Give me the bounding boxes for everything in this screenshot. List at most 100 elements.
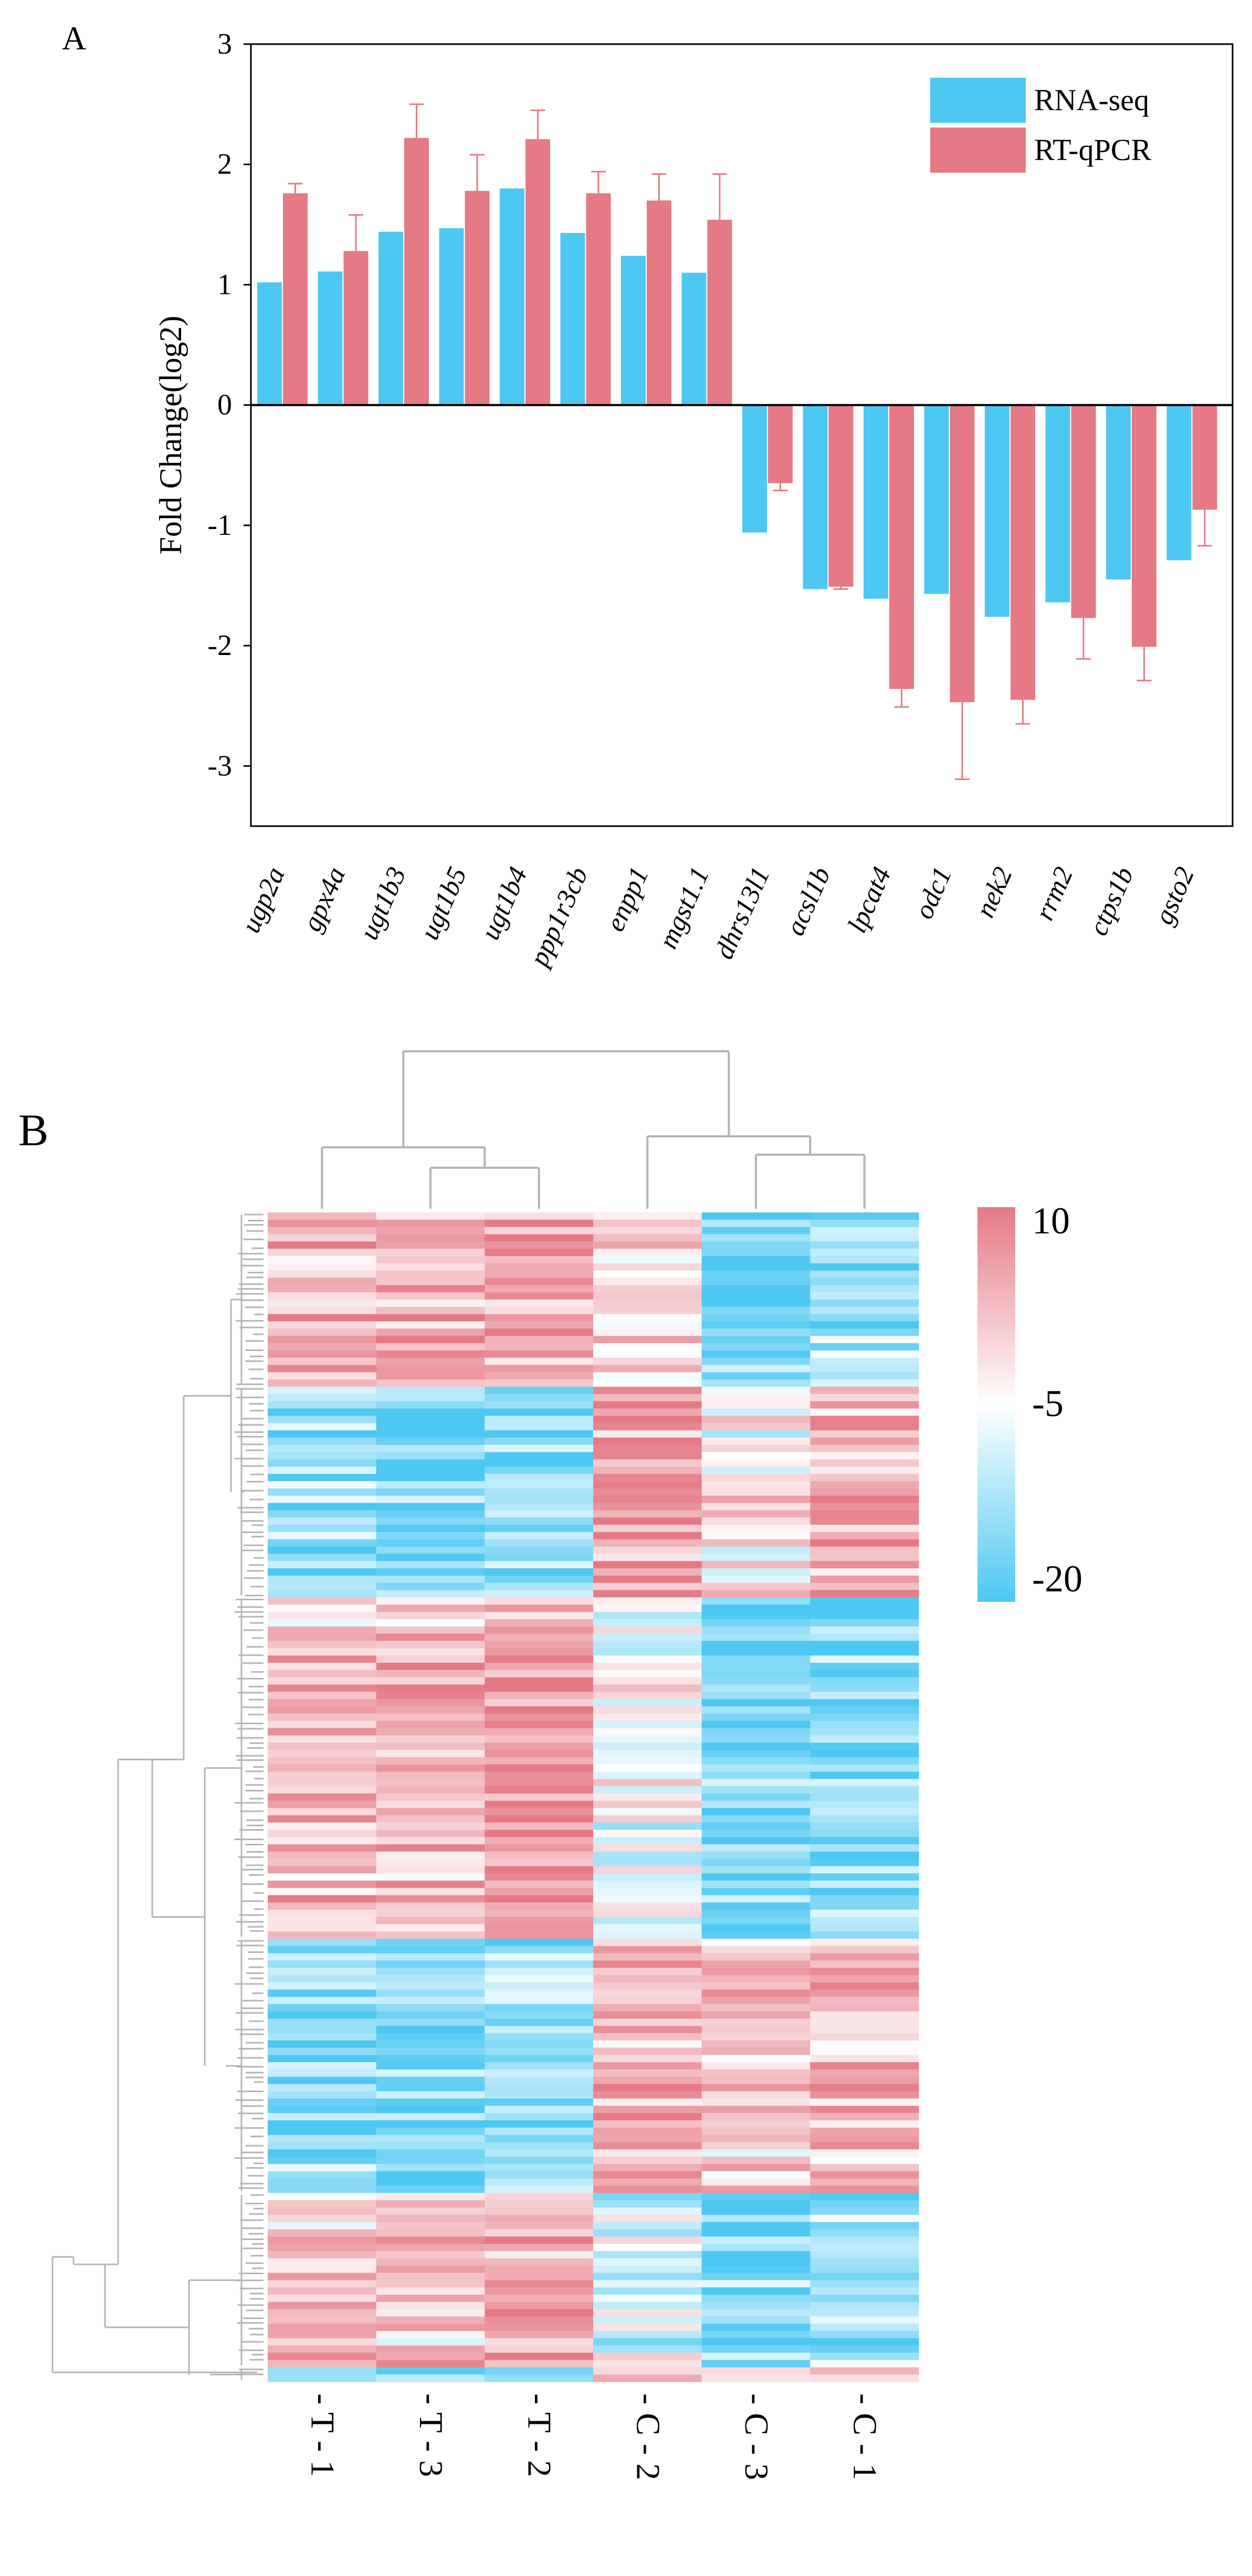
heatmap-cell	[376, 1771, 485, 1780]
heatmap-cell	[701, 1699, 811, 1707]
heatmap-cell	[810, 1975, 919, 1983]
heatmap-cell	[593, 1227, 702, 1235]
heatmap-cell	[701, 1597, 811, 1605]
heatmap-cell	[701, 1887, 811, 1896]
heatmap-cell	[810, 1393, 919, 1402]
heatmap-cell	[593, 1554, 702, 1561]
heatmap-cell	[485, 1423, 594, 1431]
heatmap-cell	[376, 1278, 485, 1285]
heatmap-cell	[810, 1401, 919, 1409]
heatmap-cell	[810, 1655, 919, 1663]
bar-rt-qpcr-ctps1b	[1132, 405, 1156, 647]
heatmap-cell	[376, 2309, 485, 2317]
heatmap-cell	[268, 1851, 377, 1860]
heatmap-cell	[701, 2236, 811, 2244]
heatmap-cell	[593, 2025, 702, 2034]
heatmap-cell	[268, 1692, 377, 1699]
heatmap-cell	[376, 1444, 485, 1453]
heatmap-cell	[701, 1720, 811, 1729]
heatmap-cell	[593, 1684, 702, 1692]
heatmap-cell	[593, 1568, 702, 1576]
heatmap-cell	[376, 1561, 485, 1569]
heatmap-cell	[810, 2265, 919, 2274]
heatmap-cell	[485, 1851, 594, 1860]
heatmap-cell	[376, 1343, 485, 1351]
heatmap-cell	[485, 1968, 594, 1976]
heatmap-cell	[485, 2047, 594, 2055]
heatmap-cell	[376, 1539, 485, 1547]
heatmap-cell	[268, 1568, 377, 1576]
heatmap-cell	[485, 1655, 594, 1663]
heatmap-cell	[376, 1938, 485, 1947]
heatmap-cell	[701, 1743, 811, 1750]
heatmap-cell	[485, 2186, 594, 2193]
heatmap-cell	[268, 2178, 377, 2186]
heatmap-cell	[376, 2120, 485, 2128]
heatmap-cell	[810, 1437, 919, 1445]
heatmap-cell	[485, 1219, 594, 1228]
heatmap-cell	[701, 1917, 811, 1925]
heatmap-cell	[810, 2069, 919, 2077]
heatmap-cell	[485, 1931, 594, 1939]
heatmap-cell	[593, 1285, 702, 1293]
heatmap-cell	[376, 1234, 485, 1242]
legend-swatch	[930, 78, 1026, 123]
bar-rt-qpcr-nek2	[1011, 405, 1035, 700]
heatmap-cell	[593, 1779, 702, 1787]
heatmap-cell	[593, 2309, 702, 2317]
heatmap-cell	[701, 2113, 811, 2121]
heatmap-cell	[268, 1292, 377, 1300]
heatmap-cell	[376, 2062, 485, 2070]
heatmap-cell	[701, 1263, 811, 1271]
heatmap-cell	[701, 2106, 811, 2114]
heatmap-cell	[376, 1306, 485, 1315]
heatmap-cell	[593, 1539, 702, 1547]
heatmap-cell	[810, 1503, 919, 1511]
heatmap-cell	[485, 1641, 594, 1649]
heatmap-cell	[701, 2258, 811, 2266]
heatmap-cell	[593, 2360, 702, 2368]
heatmap-cell	[268, 1641, 377, 1649]
heatmap-cell	[268, 1699, 377, 1707]
heatmap-cell	[485, 2178, 594, 2186]
heatmap-cell	[376, 2287, 485, 2295]
heatmap-cell	[376, 1285, 485, 1293]
heatmap-cell	[810, 1997, 919, 2004]
heatmap-cell	[268, 2040, 377, 2049]
heatmap-cell	[593, 2055, 702, 2063]
heatmap-cell	[376, 1902, 485, 1910]
heatmap-cell	[593, 2324, 702, 2331]
heatmap-cell	[701, 1626, 811, 1634]
heatmap-cell	[701, 1750, 811, 1758]
heatmap-cell	[810, 1873, 919, 1881]
heatmap-cell	[701, 2178, 811, 2186]
heatmap-cell	[701, 1328, 811, 1336]
heatmap-cell	[593, 1822, 702, 1830]
heatmap-cell	[593, 1525, 702, 1533]
heatmap-cell	[701, 1612, 811, 1620]
heatmap-cell	[810, 2331, 919, 2339]
heatmap-cell	[376, 2142, 485, 2150]
heatmap-cell	[485, 1800, 594, 1809]
heatmap-cell	[268, 2157, 377, 2165]
heatmap-cell	[701, 1706, 811, 1714]
heatmap-cell	[376, 1837, 485, 1845]
heatmap-cell	[376, 1430, 485, 1438]
heatmap-cell	[593, 1306, 702, 1315]
legend-label: RNA-seq	[1034, 83, 1149, 117]
heatmap-cell	[810, 2127, 919, 2136]
heatmap-cell	[485, 1532, 594, 1540]
heatmap-cell	[593, 1662, 702, 1671]
heatmap-cell	[593, 1372, 702, 1380]
heatmap-cell	[485, 1444, 594, 1453]
heatmap-cell	[593, 1968, 702, 1976]
heatmap-cell	[268, 1793, 377, 1801]
heatmap-cell	[701, 1408, 811, 1417]
heatmap-cell	[268, 2229, 377, 2237]
heatmap-cell	[701, 1212, 811, 1220]
heatmap-cell	[268, 1590, 377, 1598]
heatmap-cell	[701, 1735, 811, 1743]
heatmap-cell	[268, 1554, 377, 1561]
heatmap-cell	[810, 1808, 919, 1816]
heatmap-cell	[376, 2280, 485, 2288]
